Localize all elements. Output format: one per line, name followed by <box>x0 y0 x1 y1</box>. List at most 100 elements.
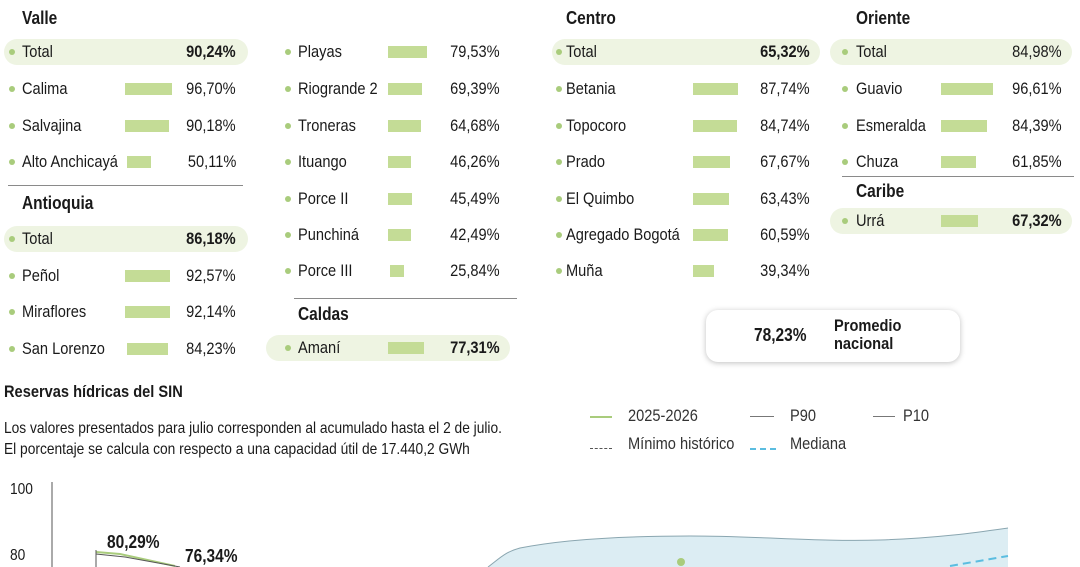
data-label: 80,29% <box>107 532 160 552</box>
total-highlight <box>4 39 248 65</box>
legend-label-p90: P90 <box>790 406 817 425</box>
reservoir-value: 61,85% <box>1012 152 1062 171</box>
reservoir-name: Porce III <box>298 261 353 280</box>
bullet-icon <box>9 86 15 92</box>
reservoir-name: Topocoro <box>566 116 627 135</box>
reservoir-name: San Lorenzo <box>22 339 105 358</box>
reservoir-row: Porce III 25,84% <box>280 258 510 284</box>
reservoir-value: 79,53% <box>450 42 500 61</box>
bullet-icon <box>285 196 291 202</box>
bullet-icon <box>556 49 562 55</box>
reservoir-row: Calima 96,70% <box>4 76 248 102</box>
reservoir-value: 39,34% <box>760 261 810 280</box>
bullet-icon <box>842 218 848 224</box>
reservoir-name: Amaní <box>298 338 341 357</box>
bullet-icon <box>9 123 15 129</box>
reservoir-name: Betania <box>566 79 616 98</box>
p90-line <box>487 527 1009 567</box>
reservoir-row: Chuza 61,85% <box>830 149 1072 175</box>
reservoir-bar <box>941 156 976 168</box>
national-average-label: Promedio nacional <box>834 317 901 353</box>
reservoir-bar <box>941 120 987 132</box>
reservoir-value: 64,68% <box>450 116 500 135</box>
legend-swatch-min <box>590 448 612 449</box>
reservoir-bar <box>388 342 424 354</box>
total-label: Total <box>856 42 887 61</box>
bullet-icon <box>556 123 562 129</box>
reservoir-row: Esmeralda 84,39% <box>830 113 1072 139</box>
reservoir-value: 45,49% <box>450 189 500 208</box>
reservoir-name: Miraflores <box>22 302 87 321</box>
bullet-icon <box>285 345 291 351</box>
bullet-icon <box>842 159 848 165</box>
bullet-icon <box>9 309 15 315</box>
bullet-icon <box>9 346 15 352</box>
reservoir-row: Peñol 92,57% <box>4 263 248 289</box>
reservoir-row: Miraflores 92,14% <box>4 299 248 325</box>
bullet-icon <box>556 232 562 238</box>
legend-swatch-2025 <box>590 416 612 418</box>
reservoir-value: 46,26% <box>450 152 500 171</box>
reservoir-name: Urrá <box>856 211 885 230</box>
reservoir-bar <box>693 156 730 168</box>
reservoir-row: Ituango 46,26% <box>280 149 510 175</box>
reservoir-value: 92,14% <box>186 302 236 321</box>
reservoir-name: El Quimbo <box>566 189 635 208</box>
reservoir-value: 60,59% <box>760 225 810 244</box>
caldas-row: Amaní 77,31% <box>266 335 510 361</box>
reservoir-bar <box>941 83 993 95</box>
reserves-chart <box>51 482 1009 567</box>
bullet-icon <box>9 49 15 55</box>
caribe-row: Urrá 67,32% <box>830 208 1072 234</box>
region-title-valle: Valle <box>22 8 58 28</box>
reservoir-bar <box>127 156 151 168</box>
divider <box>8 185 243 186</box>
national-average-value: 78,23% <box>754 325 807 345</box>
legend-swatch-median <box>750 448 776 450</box>
reservoir-value: 92,57% <box>186 266 236 285</box>
series-2025-line <box>95 551 176 567</box>
reservoir-value: 67,67% <box>760 152 810 171</box>
reservoir-row: El Quimbo 63,43% <box>552 186 820 212</box>
reservoir-row: Muña 39,34% <box>552 258 820 284</box>
percentile-band <box>488 528 1008 567</box>
bullet-icon <box>842 49 848 55</box>
data-label: 76,34% <box>185 546 238 566</box>
bullet-icon <box>285 232 291 238</box>
reservoir-bar <box>693 193 729 205</box>
total-label: Total <box>22 229 53 248</box>
reservoir-bar <box>125 306 170 318</box>
bullet-icon <box>285 159 291 165</box>
bullet-icon <box>285 49 291 55</box>
bullet-icon <box>285 268 291 274</box>
reservoir-row: Guavio 96,61% <box>830 76 1072 102</box>
bullet-icon <box>9 273 15 279</box>
reservoir-name: Calima <box>22 79 68 98</box>
reservoir-name: Salvajina <box>22 116 82 135</box>
reservoir-bar <box>388 193 412 205</box>
reservoir-name: Troneras <box>298 116 356 135</box>
bullet-icon <box>556 159 562 165</box>
bullet-icon <box>9 159 15 165</box>
reservoir-value: 77,31% <box>450 338 500 357</box>
total-highlight <box>552 39 820 65</box>
reservoir-bar <box>125 120 169 132</box>
median-line <box>949 555 1009 567</box>
p10-line <box>95 553 181 567</box>
reservoir-row: Agregado Bogotá 60,59% <box>552 222 820 248</box>
divider <box>842 176 1074 177</box>
reservoir-bar <box>693 229 728 241</box>
y-tick-label: 100 <box>10 481 33 498</box>
reservoir-row: Punchiná 42,49% <box>280 222 510 248</box>
national-average-card: 78,23% Promedio nacional <box>706 310 960 362</box>
bullet-icon <box>556 196 562 202</box>
reservoir-bar <box>125 83 172 95</box>
reservoir-value: 69,39% <box>450 79 500 98</box>
bullet-icon <box>556 86 562 92</box>
reservoir-row: Porce II 45,49% <box>280 186 510 212</box>
legend-swatch-p10 <box>873 416 895 417</box>
reservoir-value: 96,61% <box>1012 79 1062 98</box>
current-value-point <box>677 558 685 566</box>
antioquia-total-value: 86,18% <box>186 229 236 248</box>
reservoir-name: Agregado Bogotá <box>566 225 680 244</box>
